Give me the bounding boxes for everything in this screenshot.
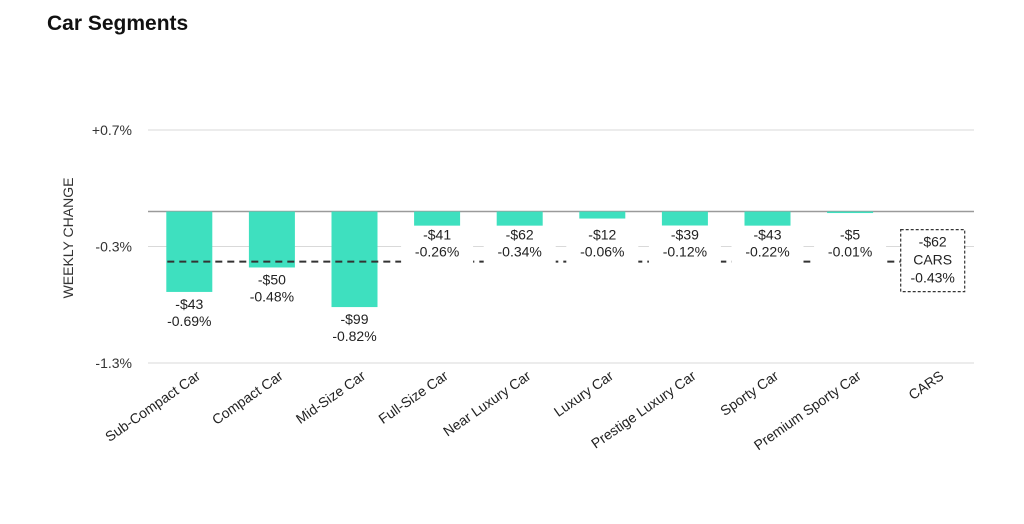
y-tick-label: -1.3%	[95, 355, 132, 371]
reference-label-pct: -0.43%	[911, 270, 955, 286]
data-label-dollar: -$12	[588, 227, 616, 243]
data-label-bg	[235, 270, 308, 309]
x-tick-label: Sub-Compact Car	[102, 367, 203, 445]
bar	[166, 211, 213, 292]
page-title: Car Segments	[47, 12, 189, 35]
data-label-pct: -0.26%	[415, 244, 459, 260]
data-label-dollar: -$50	[258, 271, 286, 287]
x-tick-label: Full-Size Car	[375, 367, 451, 427]
x-tick-label: CARS	[905, 367, 946, 402]
y-tick-label: -0.3%	[95, 239, 132, 255]
x-axis-labels: Sub-Compact Car Compact Car Mid-Size Car Fu…	[102, 367, 946, 453]
data-labels: -$43-0.69%-$50-0.48%-$99-0.82%-$41-0.26%…	[153, 225, 966, 349]
data-label-dollar: -$62	[506, 227, 534, 243]
data-label-bg	[318, 310, 391, 349]
data-label-bg	[731, 225, 804, 264]
data-label-dollar: -$39	[671, 227, 699, 243]
data-label-dollar: -$99	[340, 311, 368, 327]
x-tick-label: Sporty Car	[717, 367, 781, 419]
x-tick-label: Mid-Size Car	[293, 367, 369, 427]
data-label-bg	[814, 225, 887, 264]
data-label-pct: -0.69%	[167, 313, 211, 329]
data-label-dollar: -$41	[423, 227, 451, 243]
bar	[331, 211, 378, 308]
bar	[579, 211, 626, 219]
data-label-pct: -0.82%	[332, 328, 376, 344]
bar	[827, 211, 874, 214]
data-label-bg	[648, 225, 721, 264]
data-label-dollar: -$5	[840, 227, 860, 243]
data-label-pct: -0.22%	[745, 244, 789, 260]
data-label-pct: -0.01%	[828, 244, 872, 260]
data-label-dollar: -$43	[175, 296, 203, 312]
data-label-bg	[483, 225, 556, 264]
data-label-pct: -0.06%	[580, 244, 624, 260]
reference-label-dollar: -$62	[919, 234, 947, 250]
y-axis-ticks: +0.7% -0.3% -1.3%	[92, 122, 132, 371]
bar	[661, 211, 708, 226]
bar	[248, 211, 295, 268]
data-label-pct: -0.12%	[663, 244, 707, 260]
data-label-bg	[153, 294, 226, 333]
data-label-bg	[401, 225, 474, 264]
x-tick-label: Compact Car	[209, 367, 286, 428]
data-label-dollar: -$43	[753, 227, 781, 243]
reference-label-box	[900, 229, 966, 293]
x-tick-label: Near Luxury Car	[440, 367, 534, 439]
data-label-bg	[566, 225, 639, 264]
x-tick-label: Luxury Car	[551, 367, 617, 420]
data-label-pct: -0.34%	[498, 244, 542, 260]
reference-label-name: CARS	[913, 252, 952, 268]
y-axis-label: WEEKLY CHANGE	[60, 178, 76, 299]
y-tick-label: +0.7%	[92, 122, 132, 138]
data-label-pct: -0.48%	[250, 288, 294, 304]
